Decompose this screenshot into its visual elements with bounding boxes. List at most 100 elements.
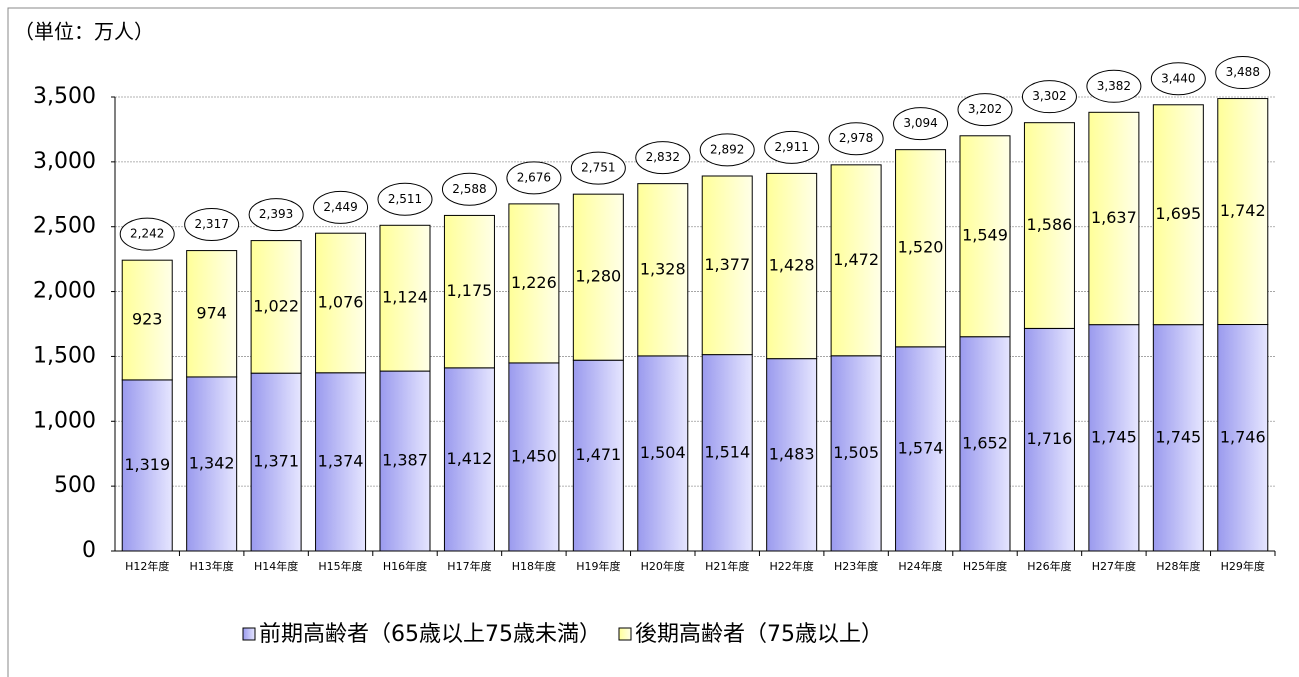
total-ellipse bbox=[184, 207, 240, 241]
data-label: 1,504 bbox=[640, 443, 686, 462]
total-ellipse bbox=[1021, 80, 1077, 114]
bar-segment bbox=[508, 362, 560, 552]
data-label: 974 bbox=[196, 303, 227, 322]
total-ellipse bbox=[1150, 62, 1206, 96]
total-label: 2,317 bbox=[194, 217, 228, 231]
total-label: 3,302 bbox=[1032, 89, 1066, 103]
data-label: 1,514 bbox=[704, 442, 750, 461]
bar-segment bbox=[895, 149, 947, 348]
data-label: 1,280 bbox=[575, 267, 621, 286]
data-label: 1,374 bbox=[318, 451, 364, 470]
data-label: 1,652 bbox=[962, 433, 1008, 452]
legend-swatch bbox=[242, 627, 256, 641]
data-label: 1,450 bbox=[511, 446, 557, 465]
bar-segment bbox=[572, 359, 624, 552]
y-tick-label: 1,500 bbox=[33, 343, 96, 368]
data-label: 1,745 bbox=[1091, 427, 1137, 446]
total-label: 2,978 bbox=[839, 131, 873, 145]
total-label: 2,911 bbox=[774, 140, 808, 154]
total-ellipse bbox=[441, 172, 497, 206]
total-label: 3,094 bbox=[903, 116, 937, 130]
total-label: 2,588 bbox=[452, 182, 486, 196]
total-ellipse bbox=[957, 93, 1013, 127]
bar-segment bbox=[766, 358, 818, 552]
total-ellipse bbox=[764, 130, 820, 164]
bar-segment bbox=[186, 376, 238, 552]
total-label: 3,382 bbox=[1097, 79, 1131, 93]
total-ellipse bbox=[699, 133, 755, 167]
total-label: 2,676 bbox=[517, 170, 551, 184]
total-ellipse bbox=[893, 107, 949, 141]
data-label: 1,574 bbox=[898, 438, 944, 457]
data-label: 1,520 bbox=[898, 238, 944, 257]
y-tick-label: 0 bbox=[82, 538, 96, 563]
total-ellipse bbox=[377, 182, 433, 216]
bar-segment bbox=[315, 232, 367, 374]
data-label: 1,637 bbox=[1091, 208, 1137, 227]
total-ellipse bbox=[119, 217, 175, 251]
bar-segment bbox=[637, 355, 689, 552]
bar-segment bbox=[250, 240, 302, 374]
data-label: 1,483 bbox=[769, 444, 815, 463]
bar-segment bbox=[121, 379, 173, 552]
data-label: 1,226 bbox=[511, 273, 557, 292]
y-tick-label: 1,000 bbox=[33, 408, 96, 433]
bar-segment bbox=[830, 164, 882, 357]
bar-segment bbox=[121, 259, 173, 381]
bar-segment bbox=[186, 250, 238, 378]
total-ellipse bbox=[248, 198, 304, 232]
data-label: 1,586 bbox=[1027, 215, 1073, 234]
total-ellipse bbox=[313, 190, 369, 224]
total-ellipse bbox=[1086, 69, 1142, 103]
data-label: 1,022 bbox=[253, 296, 299, 315]
bar-segment bbox=[443, 214, 495, 369]
frame bbox=[7, 7, 1299, 677]
data-label: 1,695 bbox=[1155, 204, 1201, 223]
x-tick-label: H13年度 bbox=[190, 559, 234, 573]
x-tick-label: H27年度 bbox=[1092, 559, 1136, 573]
x-tick-label: H17年度 bbox=[447, 559, 491, 573]
x-tick-label: H25年度 bbox=[963, 559, 1007, 573]
bar-segment bbox=[959, 135, 1011, 338]
bar-segment bbox=[1217, 98, 1269, 326]
bar-segment bbox=[895, 346, 947, 552]
data-label: 1,124 bbox=[382, 288, 428, 307]
y-tick-label: 2,000 bbox=[33, 279, 96, 304]
total-label: 3,488 bbox=[1226, 65, 1260, 79]
y-tick-label: 3,500 bbox=[33, 84, 96, 109]
data-label: 1,342 bbox=[189, 453, 235, 472]
total-ellipse bbox=[570, 151, 626, 185]
total-label: 3,202 bbox=[968, 102, 1002, 116]
data-label: 1,745 bbox=[1155, 427, 1201, 446]
total-label: 2,242 bbox=[130, 227, 164, 241]
data-label: 1,428 bbox=[769, 256, 815, 275]
bar-segment bbox=[701, 354, 753, 552]
x-tick-label: H22年度 bbox=[770, 559, 814, 573]
total-ellipse bbox=[635, 141, 691, 175]
bar-segment bbox=[1217, 324, 1269, 552]
total-label: 2,449 bbox=[323, 200, 357, 214]
total-ellipse bbox=[828, 122, 884, 156]
bar-segment bbox=[637, 183, 689, 357]
x-tick-label: H12年度 bbox=[125, 559, 169, 573]
total-label: 3,440 bbox=[1161, 71, 1195, 85]
total-label: 2,393 bbox=[259, 207, 293, 221]
bar-segment bbox=[1023, 122, 1075, 329]
bar-segment bbox=[1152, 104, 1204, 326]
bar-segment bbox=[1023, 327, 1075, 552]
x-tick-label: H16年度 bbox=[383, 559, 427, 573]
bar-segment bbox=[1088, 111, 1140, 326]
total-label: 2,511 bbox=[388, 192, 422, 206]
data-label: 1,471 bbox=[575, 445, 621, 464]
data-label: 1,472 bbox=[833, 250, 879, 269]
legend-swatch bbox=[618, 627, 632, 641]
x-tick-label: H21年度 bbox=[705, 559, 749, 573]
unit-label: （単位：万人） bbox=[14, 20, 154, 44]
data-label: 1,377 bbox=[704, 255, 750, 274]
data-label: 1,549 bbox=[962, 226, 1008, 245]
legend-label: 後期高齢者（75歳以上） bbox=[635, 622, 883, 647]
data-label: 1,328 bbox=[640, 259, 686, 278]
x-tick-label: H15年度 bbox=[318, 559, 362, 573]
x-tick-label: H24年度 bbox=[898, 559, 942, 573]
bar-segment bbox=[315, 372, 367, 552]
